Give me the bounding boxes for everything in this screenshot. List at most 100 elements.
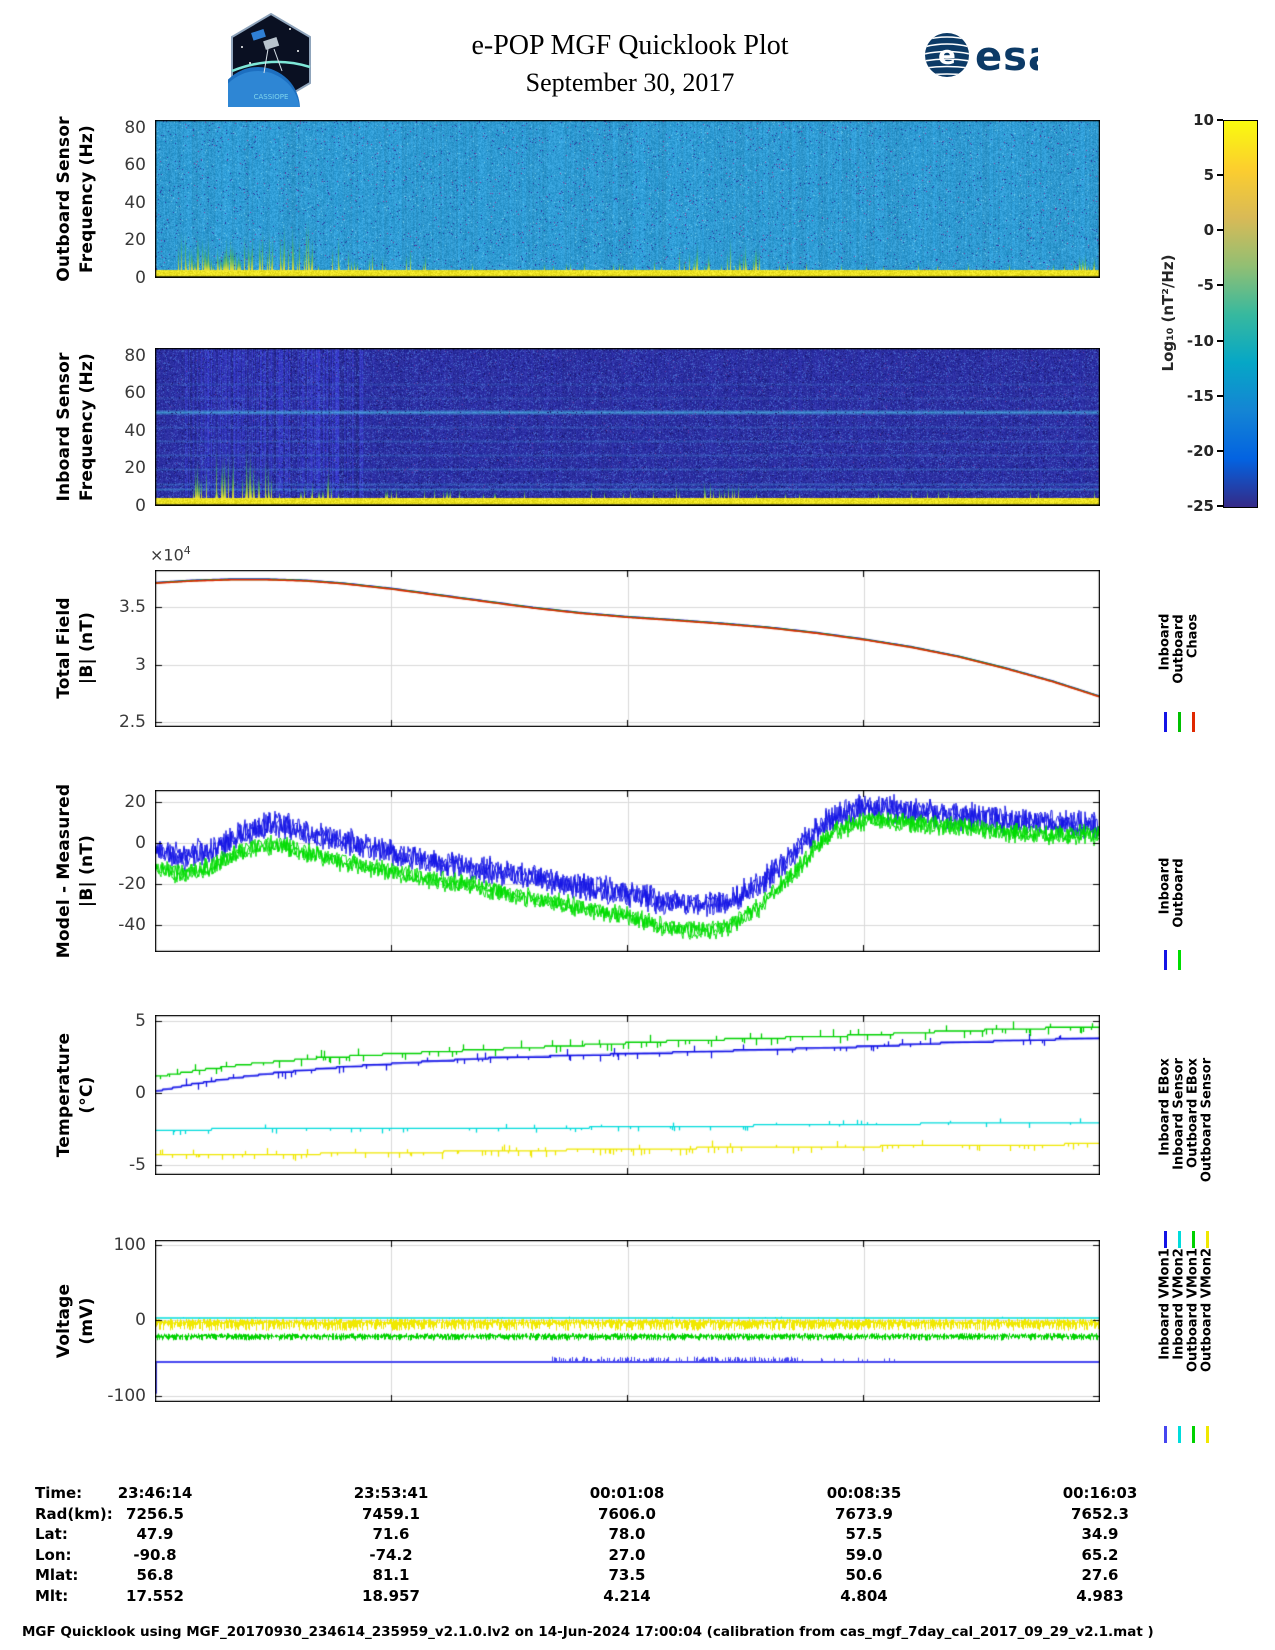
esa-wordmark: esa [975, 34, 1038, 80]
legend-color-tick [1178, 1231, 1181, 1248]
table-row-label: Time: [35, 1484, 83, 1502]
y-tick-label: 0 [135, 496, 146, 516]
y-tick-label: 40 [124, 192, 146, 213]
y-tick-label: 80 [124, 117, 146, 138]
table-cell: 65.2 [1081, 1545, 1119, 1564]
legend-label: Outboard VMon1 [1185, 1247, 1201, 1373]
table-cell: 00:01:08 [589, 1484, 665, 1502]
colorbar-tick-mark [1217, 284, 1223, 287]
legend-label: Inboard VMon2 [1171, 1247, 1187, 1360]
table-cell: 34.9 [1081, 1525, 1119, 1544]
y-tick-label: -40 [118, 915, 146, 936]
legend-label: Inboard Sensor [1171, 1057, 1187, 1170]
table-cell: -74.2 [369, 1545, 413, 1564]
y-tick-label: 80 [124, 345, 146, 366]
table-cell: 56.8 [136, 1566, 174, 1585]
legend-label: Inboard [1157, 857, 1173, 915]
table-cell: 7606.0 [598, 1504, 656, 1523]
legend-color-tick [1164, 712, 1167, 732]
legend-color-tick [1178, 712, 1181, 732]
legend-color-tick [1192, 1231, 1195, 1248]
table-cell: 27.0 [608, 1545, 646, 1564]
legend-color-tick [1178, 1426, 1181, 1443]
y-tick-label: 40 [124, 420, 146, 441]
colorbar-tick-label: -25 [1186, 497, 1214, 515]
colorbar-tick-label: 5 [1203, 166, 1214, 185]
legend-label: Inboard EBox [1157, 1057, 1173, 1156]
table-cell: 73.5 [608, 1566, 646, 1585]
legend-color-tick [1206, 1426, 1209, 1443]
y-tick-label: 0 [135, 268, 146, 288]
colorbar-label: Log₁₀ (nT²/Hz) [1159, 254, 1177, 372]
y-tick-label: 3 [135, 654, 146, 675]
page-date: September 30, 2017 [525, 68, 735, 97]
table-cell: 59.0 [845, 1545, 883, 1564]
colorbar-tick-mark [1217, 174, 1223, 177]
table-cell: 00:16:03 [1062, 1484, 1138, 1502]
y-tick-label: 3.5 [118, 596, 146, 617]
table-cell: 57.5 [845, 1525, 883, 1544]
y-tick-label: 20 [124, 792, 146, 813]
colorbar-tick-label: -15 [1186, 386, 1214, 405]
legend-label: Outboard EBox [1185, 1057, 1201, 1168]
colorbar-tick-label: 0 [1203, 221, 1214, 240]
temperature-canvas [155, 1015, 1100, 1175]
table-cell: 81.1 [372, 1566, 410, 1585]
colorbar-tick-mark [1217, 505, 1223, 507]
colorbar-tick-label: 10 [1193, 111, 1214, 129]
total-field-canvas [155, 570, 1100, 727]
outboard-spectrogram-canvas [155, 120, 1100, 278]
y-tick-label: 20 [124, 230, 146, 251]
table-cell: 00:08:35 [826, 1484, 902, 1502]
legend-color-tick [1164, 950, 1167, 970]
legend-color-tick [1164, 1426, 1167, 1443]
table-cell: 23:46:14 [117, 1484, 193, 1502]
table-cell: 4.804 [840, 1587, 888, 1605]
table-cell: 7673.9 [835, 1504, 893, 1523]
y-tick-label: 60 [124, 383, 146, 404]
colorbar-tick-mark [1217, 449, 1223, 452]
colorbar-tick-label: -10 [1186, 331, 1214, 350]
table-cell: 7256.5 [126, 1504, 184, 1523]
colorbar-tick-mark [1217, 119, 1223, 121]
legend-label: Chaos [1185, 613, 1201, 659]
legend-label: Outboard [1171, 613, 1187, 684]
y-tick-label: 20 [124, 458, 146, 479]
table-row-label: Rad(km): [35, 1504, 113, 1523]
table-row-label: Mlat: [35, 1566, 79, 1585]
y-tick-label: -20 [118, 874, 146, 895]
table-cell: 71.6 [372, 1525, 410, 1544]
y-tick-label: 2.5 [118, 712, 146, 733]
colorbar [1223, 120, 1258, 508]
table-cell: 7652.3 [1071, 1504, 1129, 1523]
table-cell: 47.9 [136, 1525, 174, 1544]
table-cell: 50.6 [845, 1566, 883, 1585]
legend-color-tick [1178, 950, 1181, 970]
table-cell: 27.6 [1081, 1566, 1119, 1585]
legend-label: Inboard [1157, 613, 1173, 671]
model-measured-canvas [155, 790, 1100, 952]
voltage-canvas [155, 1240, 1100, 1402]
page-title: e-POP MGF Quicklook Plot [471, 30, 789, 61]
table-cell: 17.552 [126, 1587, 184, 1605]
y-tick-label: 100 [113, 1234, 146, 1255]
table-row-label: Lon: [35, 1545, 72, 1564]
legend-label: Outboard VMon2 [1199, 1247, 1215, 1373]
y-tick-label: 0 [135, 1082, 146, 1103]
table-cell: 7459.1 [362, 1504, 420, 1523]
legend-label: Outboard [1171, 857, 1187, 928]
legend-color-tick [1164, 1231, 1167, 1248]
footer-caption: MGF Quicklook using MGF_20170930_234614_… [22, 1624, 1154, 1640]
table-cell: 18.957 [362, 1587, 420, 1605]
legend-color-tick [1192, 1426, 1195, 1443]
patch-title: CASSIOPE [254, 93, 289, 101]
table-row-label: Lat: [35, 1525, 68, 1544]
y-tick-label: 5 [135, 1010, 146, 1031]
legend-color-tick [1206, 1231, 1209, 1248]
total-field-axis-multiplier: ×104 [150, 544, 191, 565]
table-cell: -90.8 [133, 1545, 177, 1564]
colorbar-tick-mark [1217, 229, 1223, 232]
colorbar-tick-mark [1217, 394, 1223, 397]
colorbar-tick-label: -20 [1186, 441, 1214, 460]
